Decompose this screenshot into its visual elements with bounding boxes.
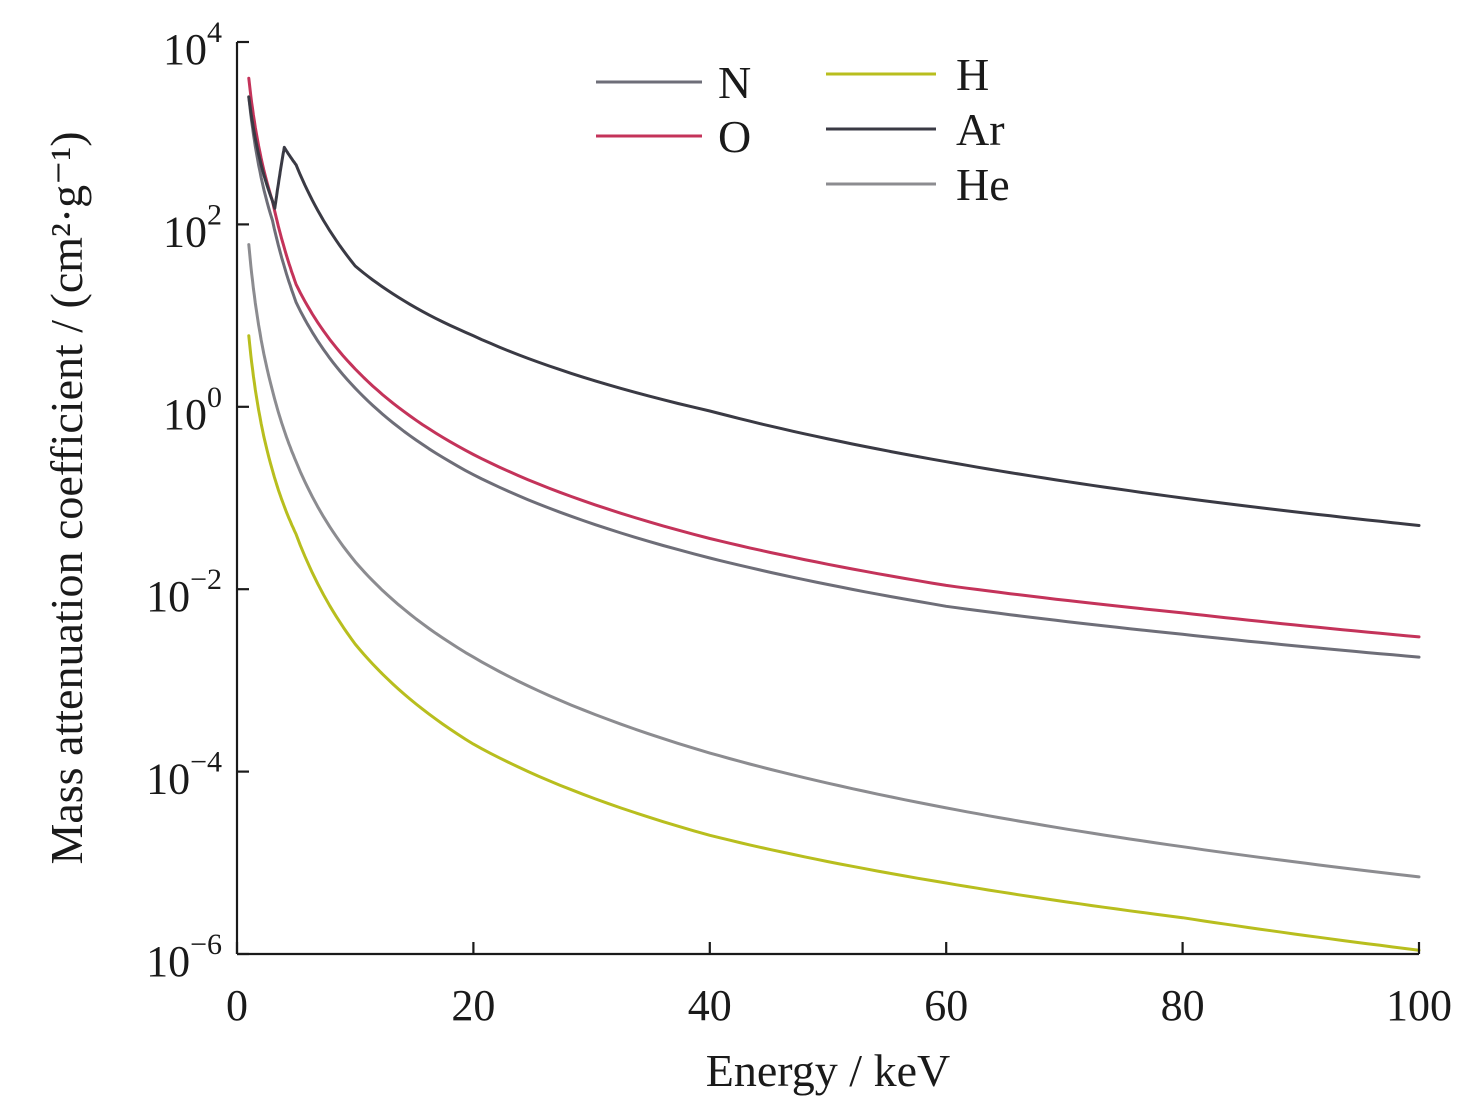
legend-label-o: O [718, 111, 751, 162]
series-line-n [247, 95, 1421, 659]
y-tick-label: 100 [163, 381, 222, 439]
y-tick-label: 10−4 [146, 746, 222, 804]
x-tick-label: 20 [451, 981, 495, 1030]
x-tick-label: 60 [924, 981, 968, 1030]
legend-label-ar: Ar [956, 104, 1005, 155]
x-tick-label: 80 [1161, 981, 1205, 1030]
series-line-he [247, 243, 1421, 879]
y-ticks: 10−6 10−4 10−2 100 102 104 [146, 16, 249, 986]
series-layer [247, 76, 1421, 952]
x-tick-label: 100 [1386, 981, 1452, 1030]
legend-label-h: H [956, 49, 989, 100]
legend-label-he: He [956, 159, 1010, 210]
series-line-ar [247, 95, 1421, 527]
y-tick-label: 10−2 [146, 563, 222, 621]
x-tick-label: 0 [226, 981, 248, 1030]
x-axis-title: Energy / keV [706, 1045, 950, 1096]
series-line-h [247, 334, 1421, 952]
y-tick-label: 102 [163, 198, 222, 256]
y-tick-label: 10−6 [146, 928, 222, 986]
x-tick-label: 40 [688, 981, 732, 1030]
y-axis-title: Mass attenuation coefficient / (cm²·g⁻¹) [41, 131, 92, 864]
y-tick-label: 104 [163, 16, 222, 74]
series-line-o [247, 76, 1421, 639]
x-ticks: 0 20 40 60 80 100 [226, 942, 1452, 1030]
legend-label-n: N [718, 57, 751, 108]
